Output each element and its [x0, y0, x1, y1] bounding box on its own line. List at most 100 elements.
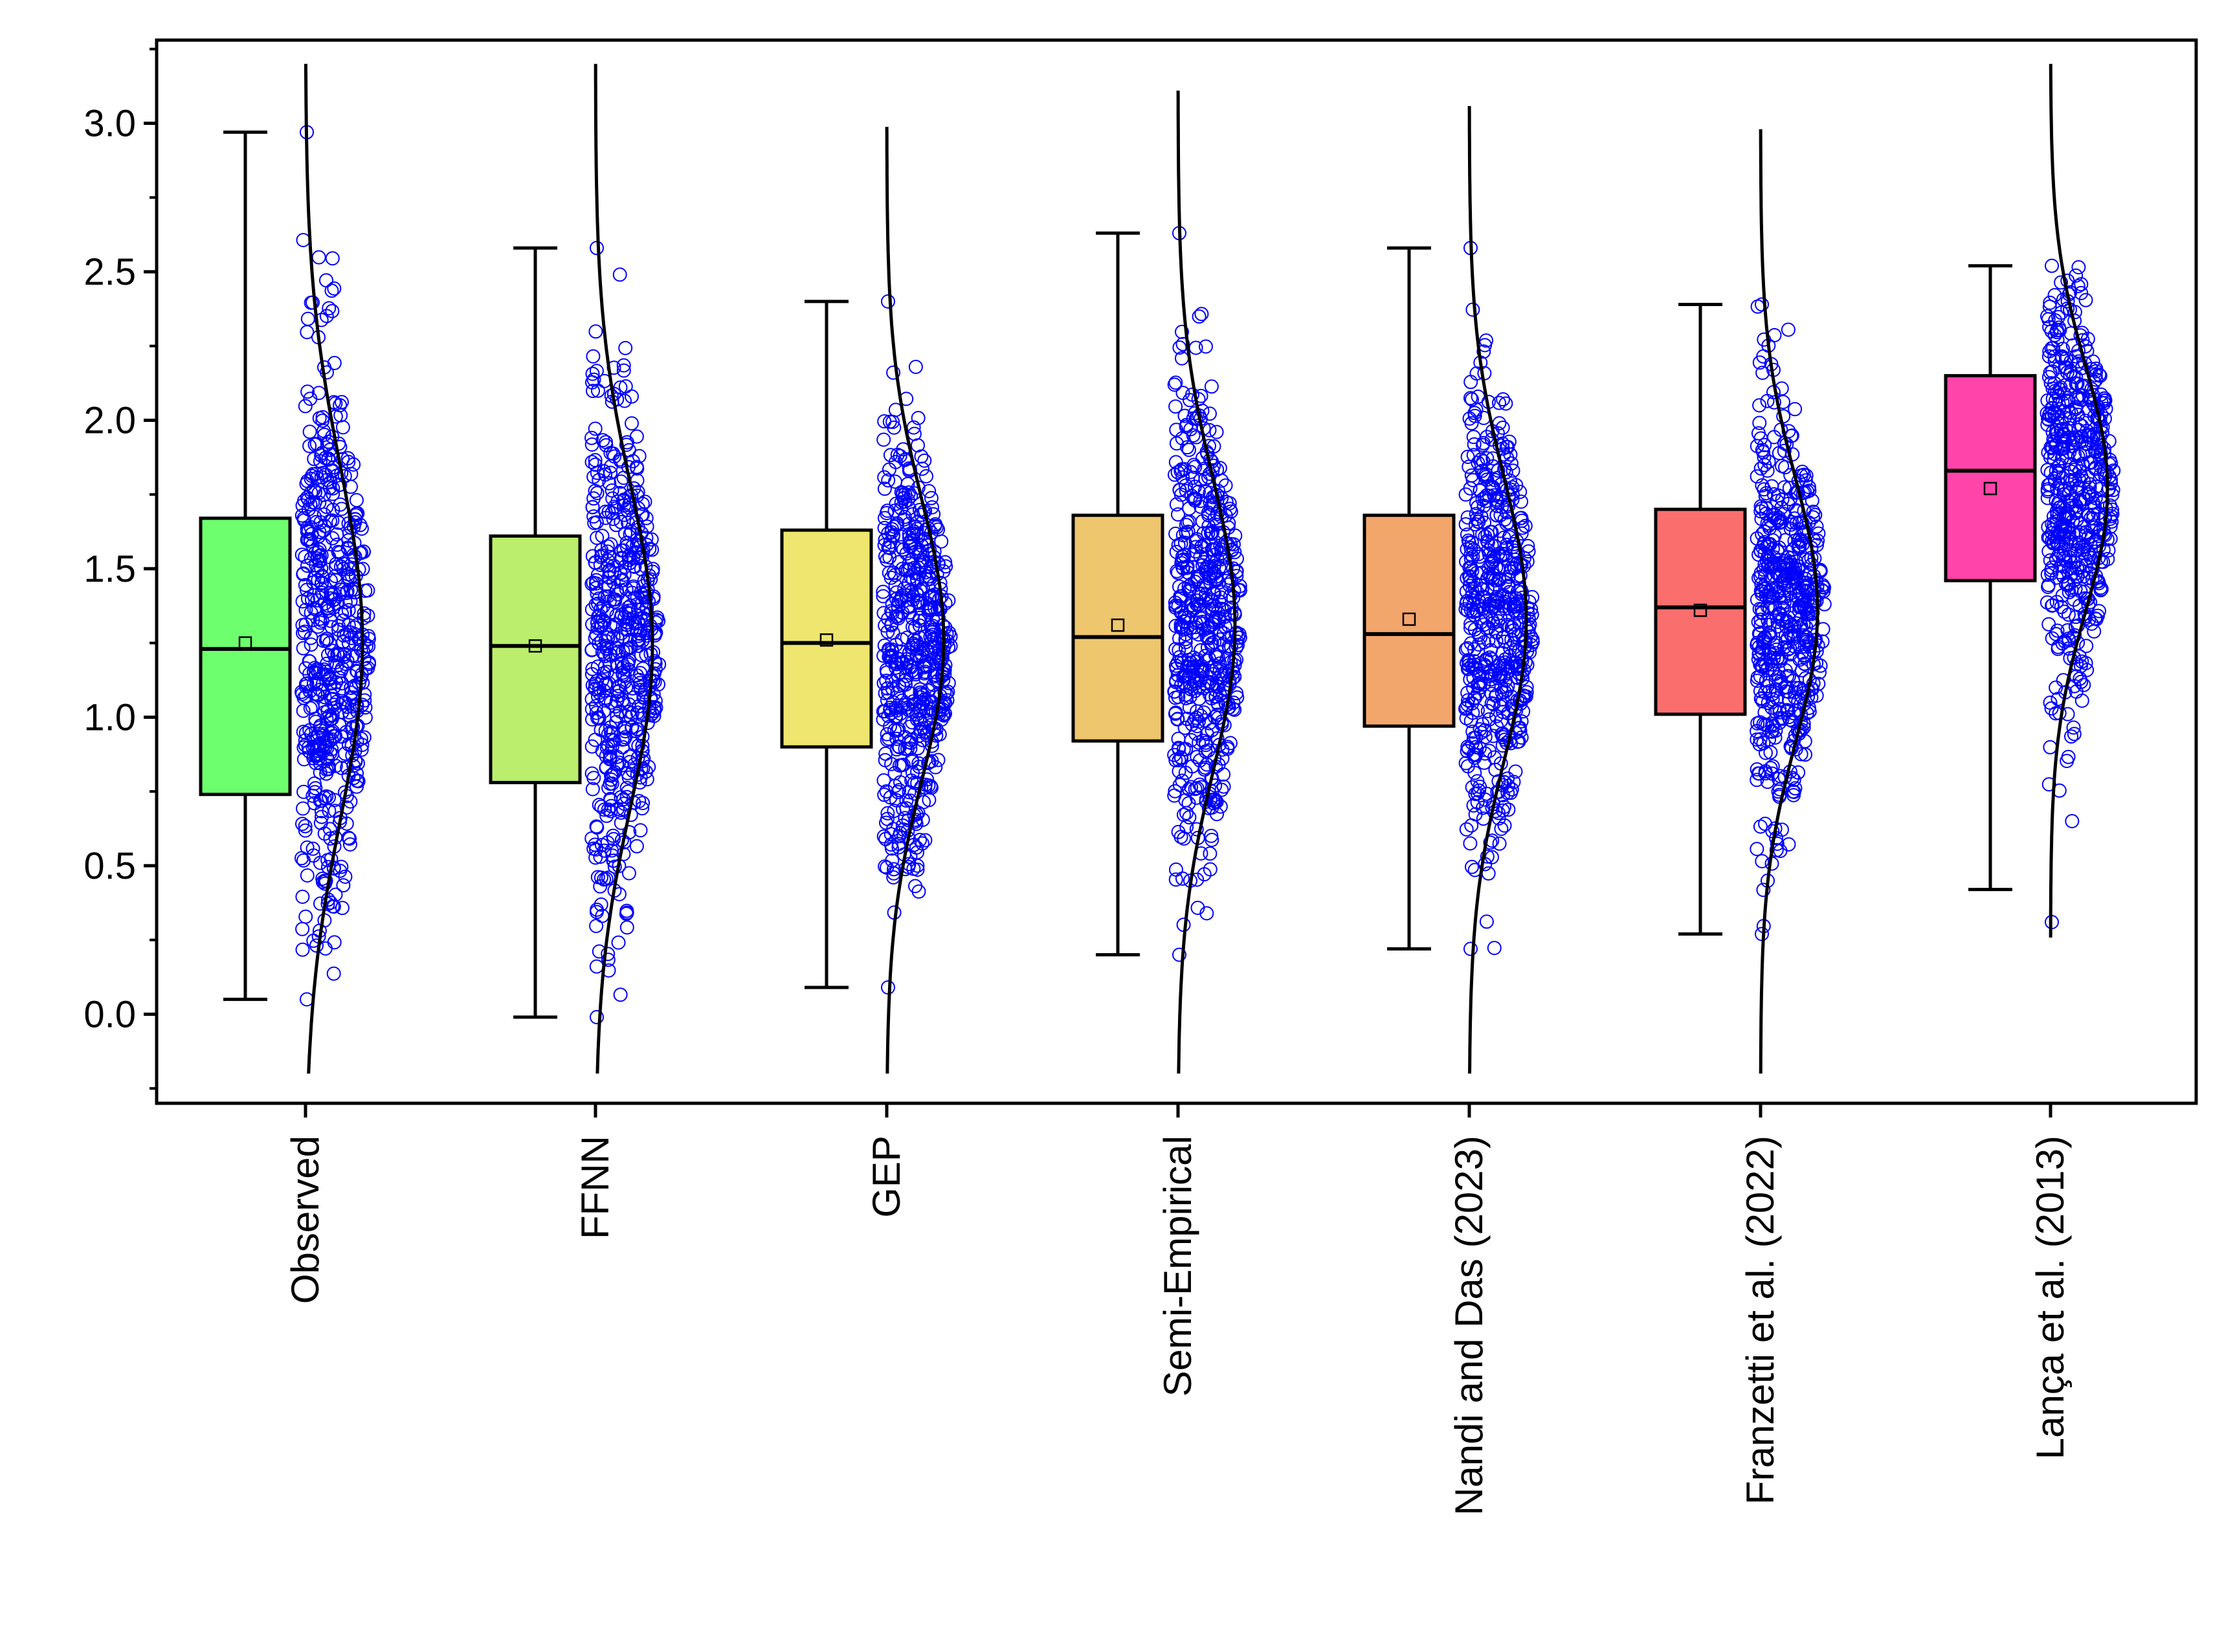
data-point [1797, 648, 1812, 663]
data-point [630, 614, 645, 629]
data-point [887, 567, 902, 582]
data-point [1188, 340, 1203, 355]
data-point [1188, 479, 1202, 494]
data-point [1783, 522, 1798, 536]
data-point [2094, 582, 2109, 597]
data-point [1752, 398, 1767, 413]
mean-marker [1402, 612, 1416, 626]
data-point [318, 740, 333, 755]
data-point [2065, 814, 2080, 828]
data-point [1507, 560, 1522, 575]
data-point [1229, 569, 1244, 584]
box-6 [1944, 374, 2037, 582]
data-point [913, 699, 928, 714]
data-point [2067, 592, 2082, 607]
data-point [1756, 883, 1771, 898]
data-point [310, 563, 325, 578]
data-point [1178, 793, 1193, 808]
data-point [314, 793, 329, 808]
data-point [304, 637, 318, 652]
data-point [1514, 511, 1529, 525]
data-point [1797, 602, 1812, 617]
data-point [1468, 517, 1483, 532]
data-point [1489, 688, 1504, 703]
data-point [1478, 746, 1493, 761]
data-point [2065, 435, 2080, 450]
data-point [311, 751, 326, 765]
data-point [2048, 313, 2063, 328]
data-point [1209, 569, 1224, 584]
data-point [599, 808, 614, 823]
data-point [1179, 419, 1194, 434]
data-point [2087, 624, 2102, 639]
data-point [1169, 497, 1184, 512]
series-group-1 [489, 246, 582, 1019]
data-point [614, 551, 629, 566]
data-point [931, 522, 946, 537]
data-point [1483, 835, 1498, 850]
data-point [1498, 655, 1513, 670]
data-point [624, 524, 639, 539]
data-point [1176, 561, 1190, 576]
data-point [1522, 595, 1537, 609]
data-point [1201, 505, 1216, 520]
data-point [2087, 520, 2102, 535]
data-point [882, 414, 897, 429]
data-point [1796, 485, 1810, 500]
data-point [1770, 837, 1785, 851]
data-point [2060, 301, 2075, 316]
data-point [327, 935, 342, 950]
data-point [1484, 597, 1498, 612]
data-point [610, 494, 625, 509]
data-point [895, 758, 909, 773]
data-point [584, 455, 599, 469]
data-point [1179, 518, 1194, 533]
data-point [2093, 583, 2108, 598]
data-point [1465, 661, 1480, 676]
data-point [1752, 415, 1767, 430]
data-point [1465, 392, 1479, 407]
data-point [1216, 779, 1231, 794]
data-point [325, 513, 340, 528]
data-point [2045, 598, 2060, 613]
data-point [889, 496, 904, 511]
data-point [599, 872, 614, 887]
data-point [2069, 669, 2084, 684]
data-point [1186, 428, 1201, 443]
data-point [328, 701, 342, 716]
data-point [1484, 538, 1499, 553]
data-point [1458, 642, 1473, 657]
data-point [1171, 507, 1185, 522]
data-point [1750, 716, 1765, 731]
data-point [1479, 914, 1494, 929]
data-point [1481, 621, 1496, 635]
data-point [1476, 601, 1491, 616]
data-point [1758, 685, 1773, 700]
data-point [603, 791, 617, 806]
data-point [344, 467, 359, 481]
data-point [313, 765, 328, 780]
data-point [2102, 498, 2117, 513]
data-point [632, 633, 647, 648]
data-point [606, 511, 621, 526]
data-point [894, 540, 909, 555]
data-point [2064, 582, 2079, 597]
data-point [328, 560, 343, 575]
data-point [881, 473, 896, 488]
data-point [1192, 309, 1206, 324]
data-point [1190, 593, 1205, 608]
data-point [876, 589, 891, 604]
data-point [1467, 765, 1482, 780]
data-point [1754, 587, 1769, 602]
data-point [295, 942, 310, 957]
data-point [1795, 515, 1810, 530]
data-point [361, 583, 375, 598]
data-point [2086, 511, 2101, 526]
data-point [1191, 627, 1206, 642]
data-point [907, 665, 922, 680]
data-point [322, 635, 337, 650]
data-point [1218, 478, 1233, 493]
data-point [603, 593, 617, 608]
data-point [1168, 675, 1183, 690]
data-point [639, 511, 654, 525]
